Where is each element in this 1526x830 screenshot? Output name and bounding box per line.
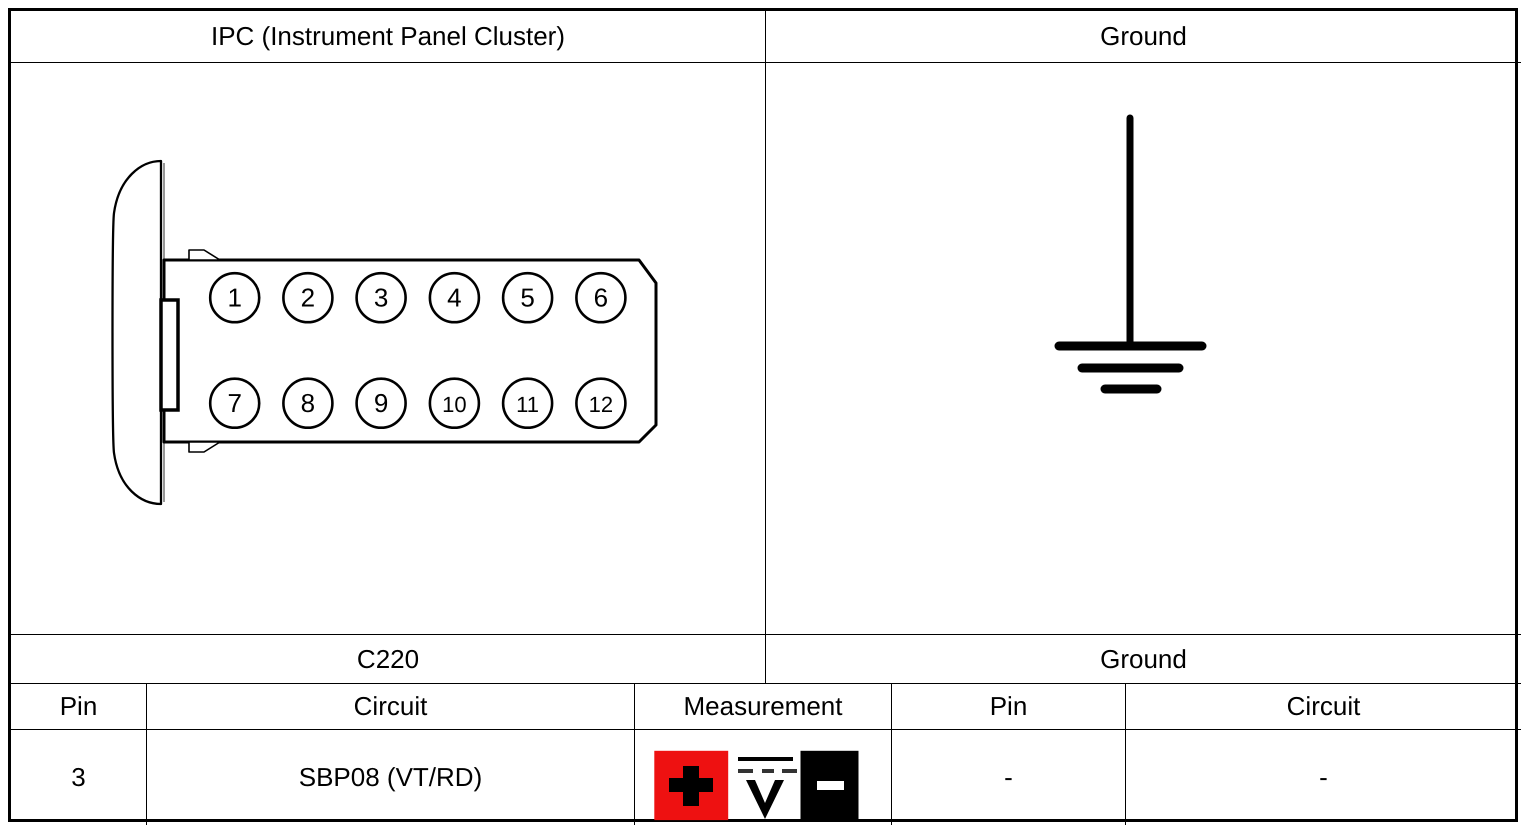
svg-text:1: 1 [227,283,241,313]
svg-text:6: 6 [594,283,608,313]
svg-text:11: 11 [516,392,539,417]
svg-text:7: 7 [227,388,241,418]
svg-text:3: 3 [374,283,388,313]
svg-text:10: 10 [442,392,466,417]
svg-text:4: 4 [447,283,461,313]
svg-text:5: 5 [520,283,534,313]
svg-text:2: 2 [301,283,315,313]
svg-text:8: 8 [301,388,315,418]
svg-text:12: 12 [589,392,613,417]
svg-text:9: 9 [374,388,388,418]
